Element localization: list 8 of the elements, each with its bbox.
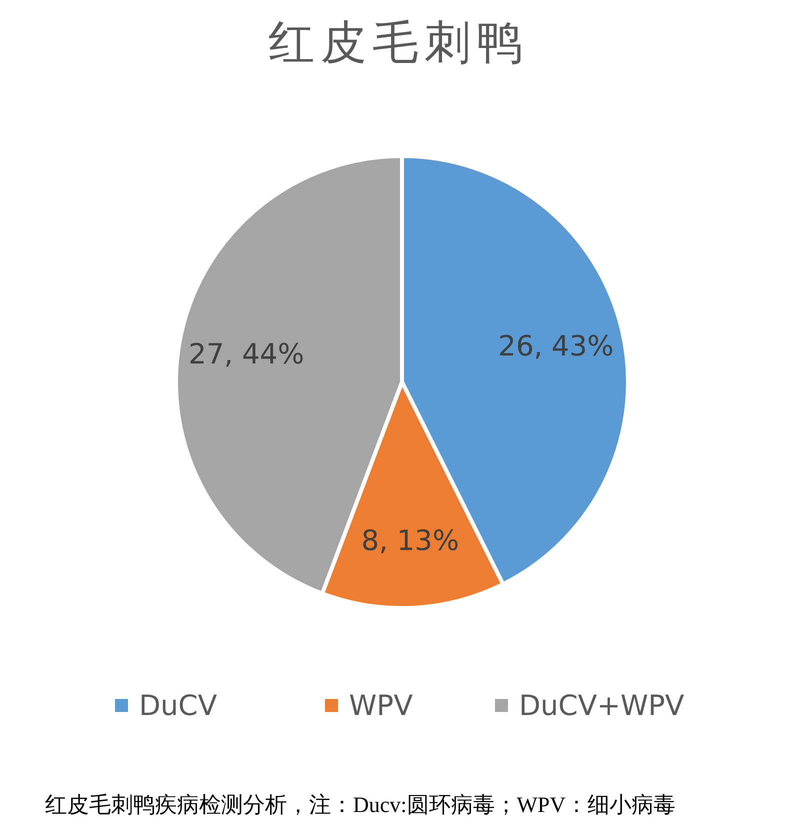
data-label: 27, 44% xyxy=(188,338,304,371)
data-label: 8, 13% xyxy=(361,524,460,557)
text: 红皮毛刺鸭疾病检测分析，注：Ducv:圆环病毒；WPV：细小病毒 xyxy=(45,792,676,817)
legend-label: WPV xyxy=(349,689,413,722)
data-label: 26, 43% xyxy=(498,330,614,363)
legend-label: DuCV+WPV xyxy=(519,689,684,722)
legend-label: DuCV xyxy=(139,689,218,722)
chart-title: 红皮毛刺鸭 xyxy=(268,15,528,69)
